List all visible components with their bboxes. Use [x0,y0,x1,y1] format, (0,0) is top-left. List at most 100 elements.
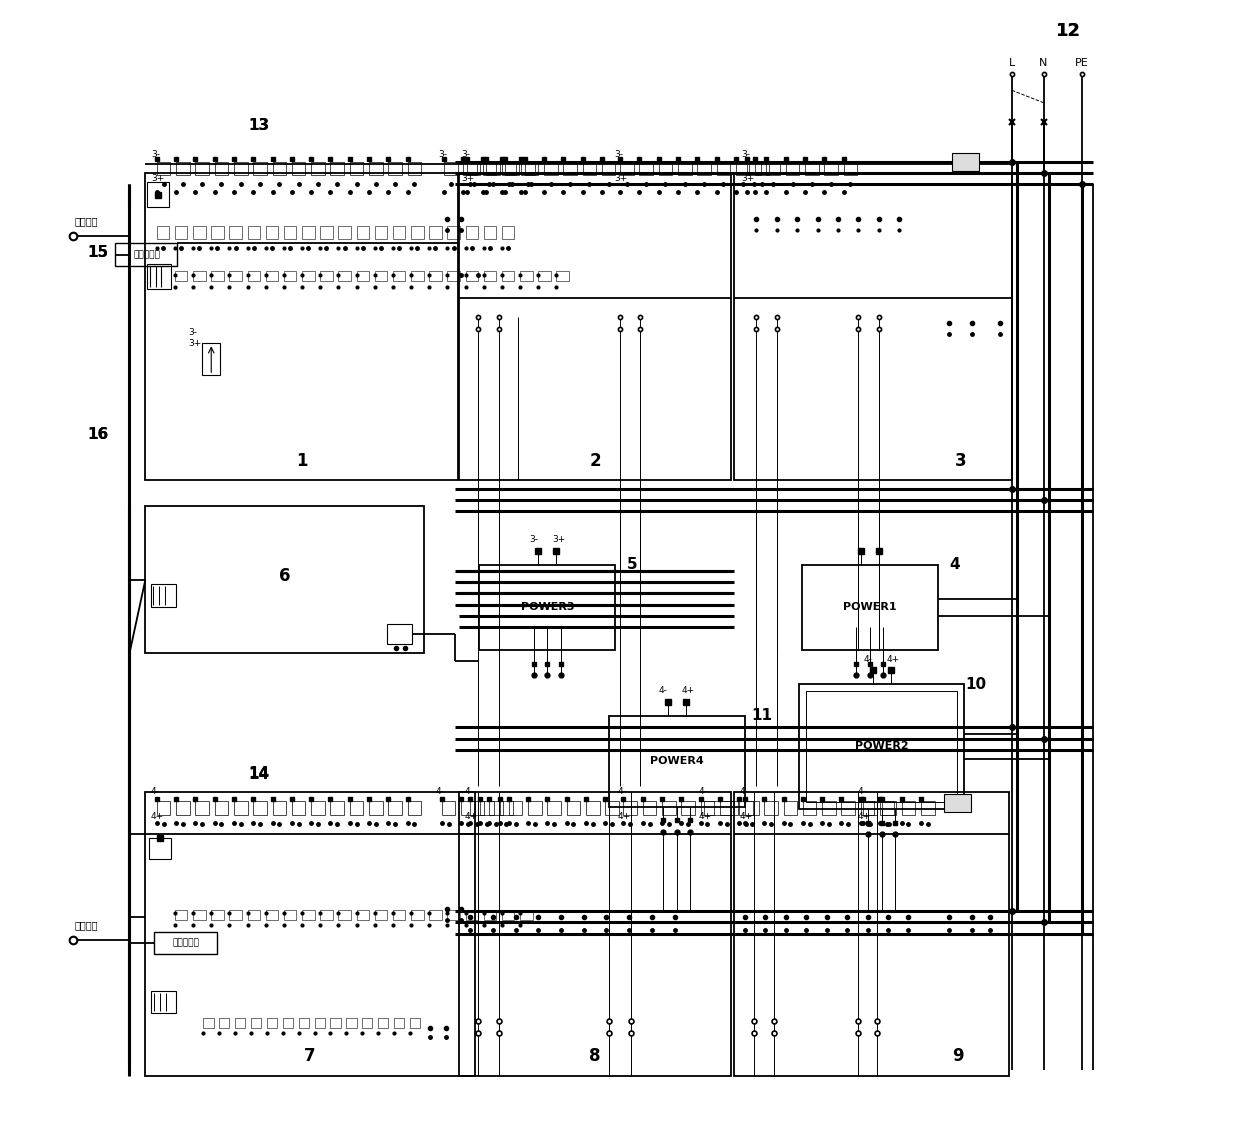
Bar [681,801,694,815]
Bar [482,162,496,176]
Bar [357,911,370,921]
Bar [784,801,797,815]
Bar [429,270,441,281]
Bar [825,162,838,176]
Bar [357,270,370,281]
Bar [563,162,577,176]
Bar [805,162,818,176]
Bar [219,1018,229,1028]
Bar [412,911,424,921]
Bar [601,162,615,176]
Bar [520,270,532,281]
Text: 4+: 4+ [698,812,712,822]
Bar [284,911,296,921]
Text: 光电交换机: 光电交换机 [133,250,160,259]
Text: 7: 7 [304,1047,316,1066]
Bar [587,801,600,815]
Bar [951,153,978,171]
Text: 12: 12 [1056,22,1081,40]
Bar [151,990,176,1013]
Bar [697,162,711,176]
Bar [388,801,402,815]
Bar [236,1018,246,1028]
Bar [196,801,210,815]
Bar [704,801,738,815]
Bar [145,173,458,479]
Bar [273,801,286,815]
Text: N: N [1039,58,1048,68]
Bar [388,162,402,176]
Bar [273,162,286,176]
Text: 4-: 4- [618,787,626,796]
Bar [465,911,479,921]
Bar [506,162,520,176]
Bar [370,801,383,815]
Bar [175,911,187,921]
Bar [764,801,777,815]
Bar [479,565,615,650]
Bar [291,801,305,815]
Bar [145,505,424,654]
Text: 4-: 4- [739,787,748,796]
Bar [735,162,749,176]
Bar [640,162,653,176]
Bar [502,911,515,921]
Bar [583,162,596,176]
Bar [508,801,522,815]
Bar [250,1018,262,1028]
Bar [283,1018,293,1028]
Bar [800,685,963,809]
Bar [538,270,551,281]
Bar [339,270,351,281]
Bar [410,1018,420,1028]
Bar [234,801,248,815]
Text: 14: 14 [248,768,269,783]
Bar [786,162,800,176]
Bar [880,801,894,815]
Bar [802,565,937,650]
Bar [500,801,513,815]
Text: 3+: 3+ [188,339,202,348]
Bar [331,801,343,815]
Bar [521,162,534,176]
Bar [465,226,479,238]
Bar [802,801,816,815]
Bar [265,226,278,238]
Bar [155,931,217,954]
Bar [448,270,460,281]
Bar [393,270,405,281]
Bar [547,801,560,815]
Text: 4-: 4- [658,687,667,695]
Bar [374,911,387,921]
Bar [303,226,315,238]
Bar [525,162,538,176]
Bar [843,162,857,176]
Text: 预留端子: 预留端子 [74,216,98,226]
Bar [502,270,515,281]
Bar [620,162,634,176]
Bar [557,270,569,281]
Text: 4+: 4+ [151,812,164,822]
Bar [459,792,732,1076]
Text: 14: 14 [248,767,269,782]
Bar [331,162,343,176]
Bar [734,792,1009,1076]
Text: 4-: 4- [698,787,707,796]
Bar [320,911,332,921]
Bar [215,801,228,815]
Text: 4+: 4+ [465,812,477,822]
Bar [146,183,169,208]
Bar [444,162,458,176]
Bar [248,911,260,921]
Bar [151,584,176,607]
Bar [156,226,169,238]
Bar [267,1018,277,1028]
Text: L: L [1008,58,1014,68]
Bar [624,801,637,815]
Text: 15: 15 [87,245,108,260]
Text: 8: 8 [589,1047,600,1066]
Bar [303,911,315,921]
Bar [412,226,424,238]
Text: 4-: 4- [857,787,867,796]
Bar [196,162,210,176]
